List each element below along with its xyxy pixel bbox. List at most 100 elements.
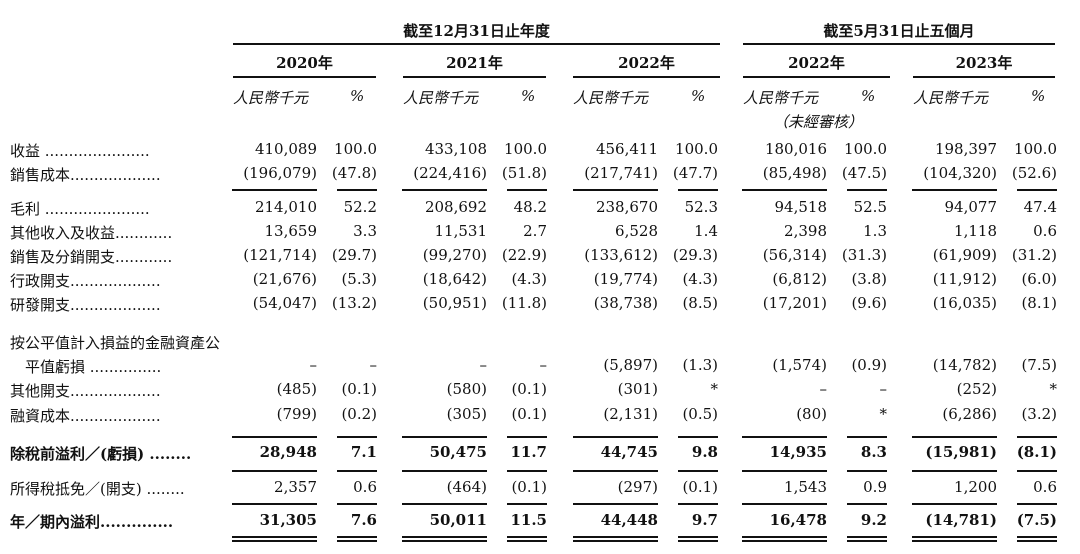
cell-amount: (15,981) [925,443,997,461]
cell-percent: 100.0 [1014,140,1057,158]
cell-amount: (17,201) [762,294,827,312]
cell-percent: (4.3) [682,270,718,288]
row-label: 其他開支................... [10,382,161,400]
cell-percent: (22.9) [501,246,547,264]
column-rule [232,536,317,542]
cell-amount: (61,909) [932,246,997,264]
cell-percent: 11.5 [510,511,547,529]
unit-amount: 人民幣千元 [913,89,989,107]
column-rule [402,470,487,472]
column-rule [847,470,887,472]
cell-percent: (3.2) [1021,405,1057,423]
cell-percent: (8.5) [682,294,718,312]
cell-amount: 44,448 [600,511,658,529]
column-rule [742,470,827,472]
row-label: 研發開支................... [10,296,161,314]
row-label: 融資成本................... [10,407,161,425]
cell-percent: (29.7) [331,246,377,264]
cell-amount: 198,397 [934,140,997,158]
row-label: 收益 ...................... [10,142,150,160]
column-rule [847,536,887,542]
cell-amount: 2,357 [274,478,317,496]
cell-amount: (305) [446,405,487,423]
row-label: 銷售成本................... [10,166,161,184]
group-header-annual: 截至12月31日止年度 [403,22,550,40]
year-header: 2022年 [618,54,675,72]
column-rule [847,436,887,438]
column-rule [573,436,658,438]
cell-amount: (104,320) [923,164,997,182]
year-rule [573,76,720,78]
cell-percent: 9.8 [691,443,718,461]
cell-amount: (799) [276,405,317,423]
cell-percent: (0.1) [341,380,377,398]
cell-percent: (31.2) [1011,246,1057,264]
cell-percent: 8.3 [860,443,887,461]
cell-percent: – [879,380,888,398]
cell-amount: 214,010 [254,198,317,216]
cell-amount: – [819,380,828,398]
cell-amount: – [309,356,318,374]
cell-percent: 1.3 [863,222,887,240]
column-rule [337,436,377,438]
row-label: 銷售及分銷開支............ [10,248,173,266]
cell-amount: (217,741) [584,164,658,182]
cell-percent: (3.8) [851,270,887,288]
cell-percent: 1.4 [694,222,718,240]
column-rule [507,536,547,542]
cell-amount: 50,011 [429,511,487,529]
column-rule [507,470,547,472]
cell-percent: (5.3) [341,270,377,288]
cell-amount: (85,498) [762,164,827,182]
cell-percent: 7.6 [350,511,377,529]
group-rule-annual [233,43,720,45]
cell-percent: (0.1) [682,478,718,496]
column-rule [507,436,547,438]
cell-percent: (0.5) [682,405,718,423]
column-rule [678,436,718,438]
cell-amount: (14,782) [932,356,997,374]
cell-amount: – [479,356,488,374]
row-label: 行政開支................... [10,272,161,290]
cell-amount: (196,079) [243,164,317,182]
column-rule [912,536,997,542]
cell-amount: (99,270) [422,246,487,264]
column-rule [232,470,317,472]
cell-amount: 6,528 [615,222,658,240]
cell-amount: 44,745 [600,443,658,461]
cell-amount: 238,670 [595,198,658,216]
cell-amount: 1,118 [954,222,997,240]
cell-amount: (464) [446,478,487,496]
unit-percent: % [861,87,876,105]
column-rule [678,470,718,472]
cell-amount: (14,781) [925,511,997,529]
cell-percent: 52.5 [853,198,887,216]
cell-amount: (18,642) [422,270,487,288]
column-rule [742,189,827,191]
column-rule [1017,536,1057,542]
cell-amount: (580) [446,380,487,398]
year-header: 2022年 [788,54,845,72]
cell-amount: (485) [276,380,317,398]
cell-percent: 9.2 [860,511,887,529]
column-rule [337,503,377,505]
column-rule [678,189,718,191]
cell-percent: * [1049,380,1058,398]
column-rule [507,189,547,191]
cell-amount: 1,200 [954,478,997,496]
cell-percent: 0.6 [1033,478,1057,496]
cell-percent: * [879,405,888,423]
cell-percent: – [369,356,378,374]
cell-percent: (8.1) [1016,443,1057,461]
cell-percent: (1.3) [682,356,718,374]
cell-percent: (47.5) [841,164,887,182]
cell-percent: 2.7 [523,222,547,240]
cell-percent: 100.0 [675,140,718,158]
column-rule [1017,470,1057,472]
cell-amount: (80) [796,405,827,423]
cell-percent: (0.1) [511,405,547,423]
column-rule [402,503,487,505]
unit-amount: 人民幣千元 [403,89,479,107]
cell-percent: 9.7 [691,511,718,529]
cell-amount: 2,398 [784,222,827,240]
